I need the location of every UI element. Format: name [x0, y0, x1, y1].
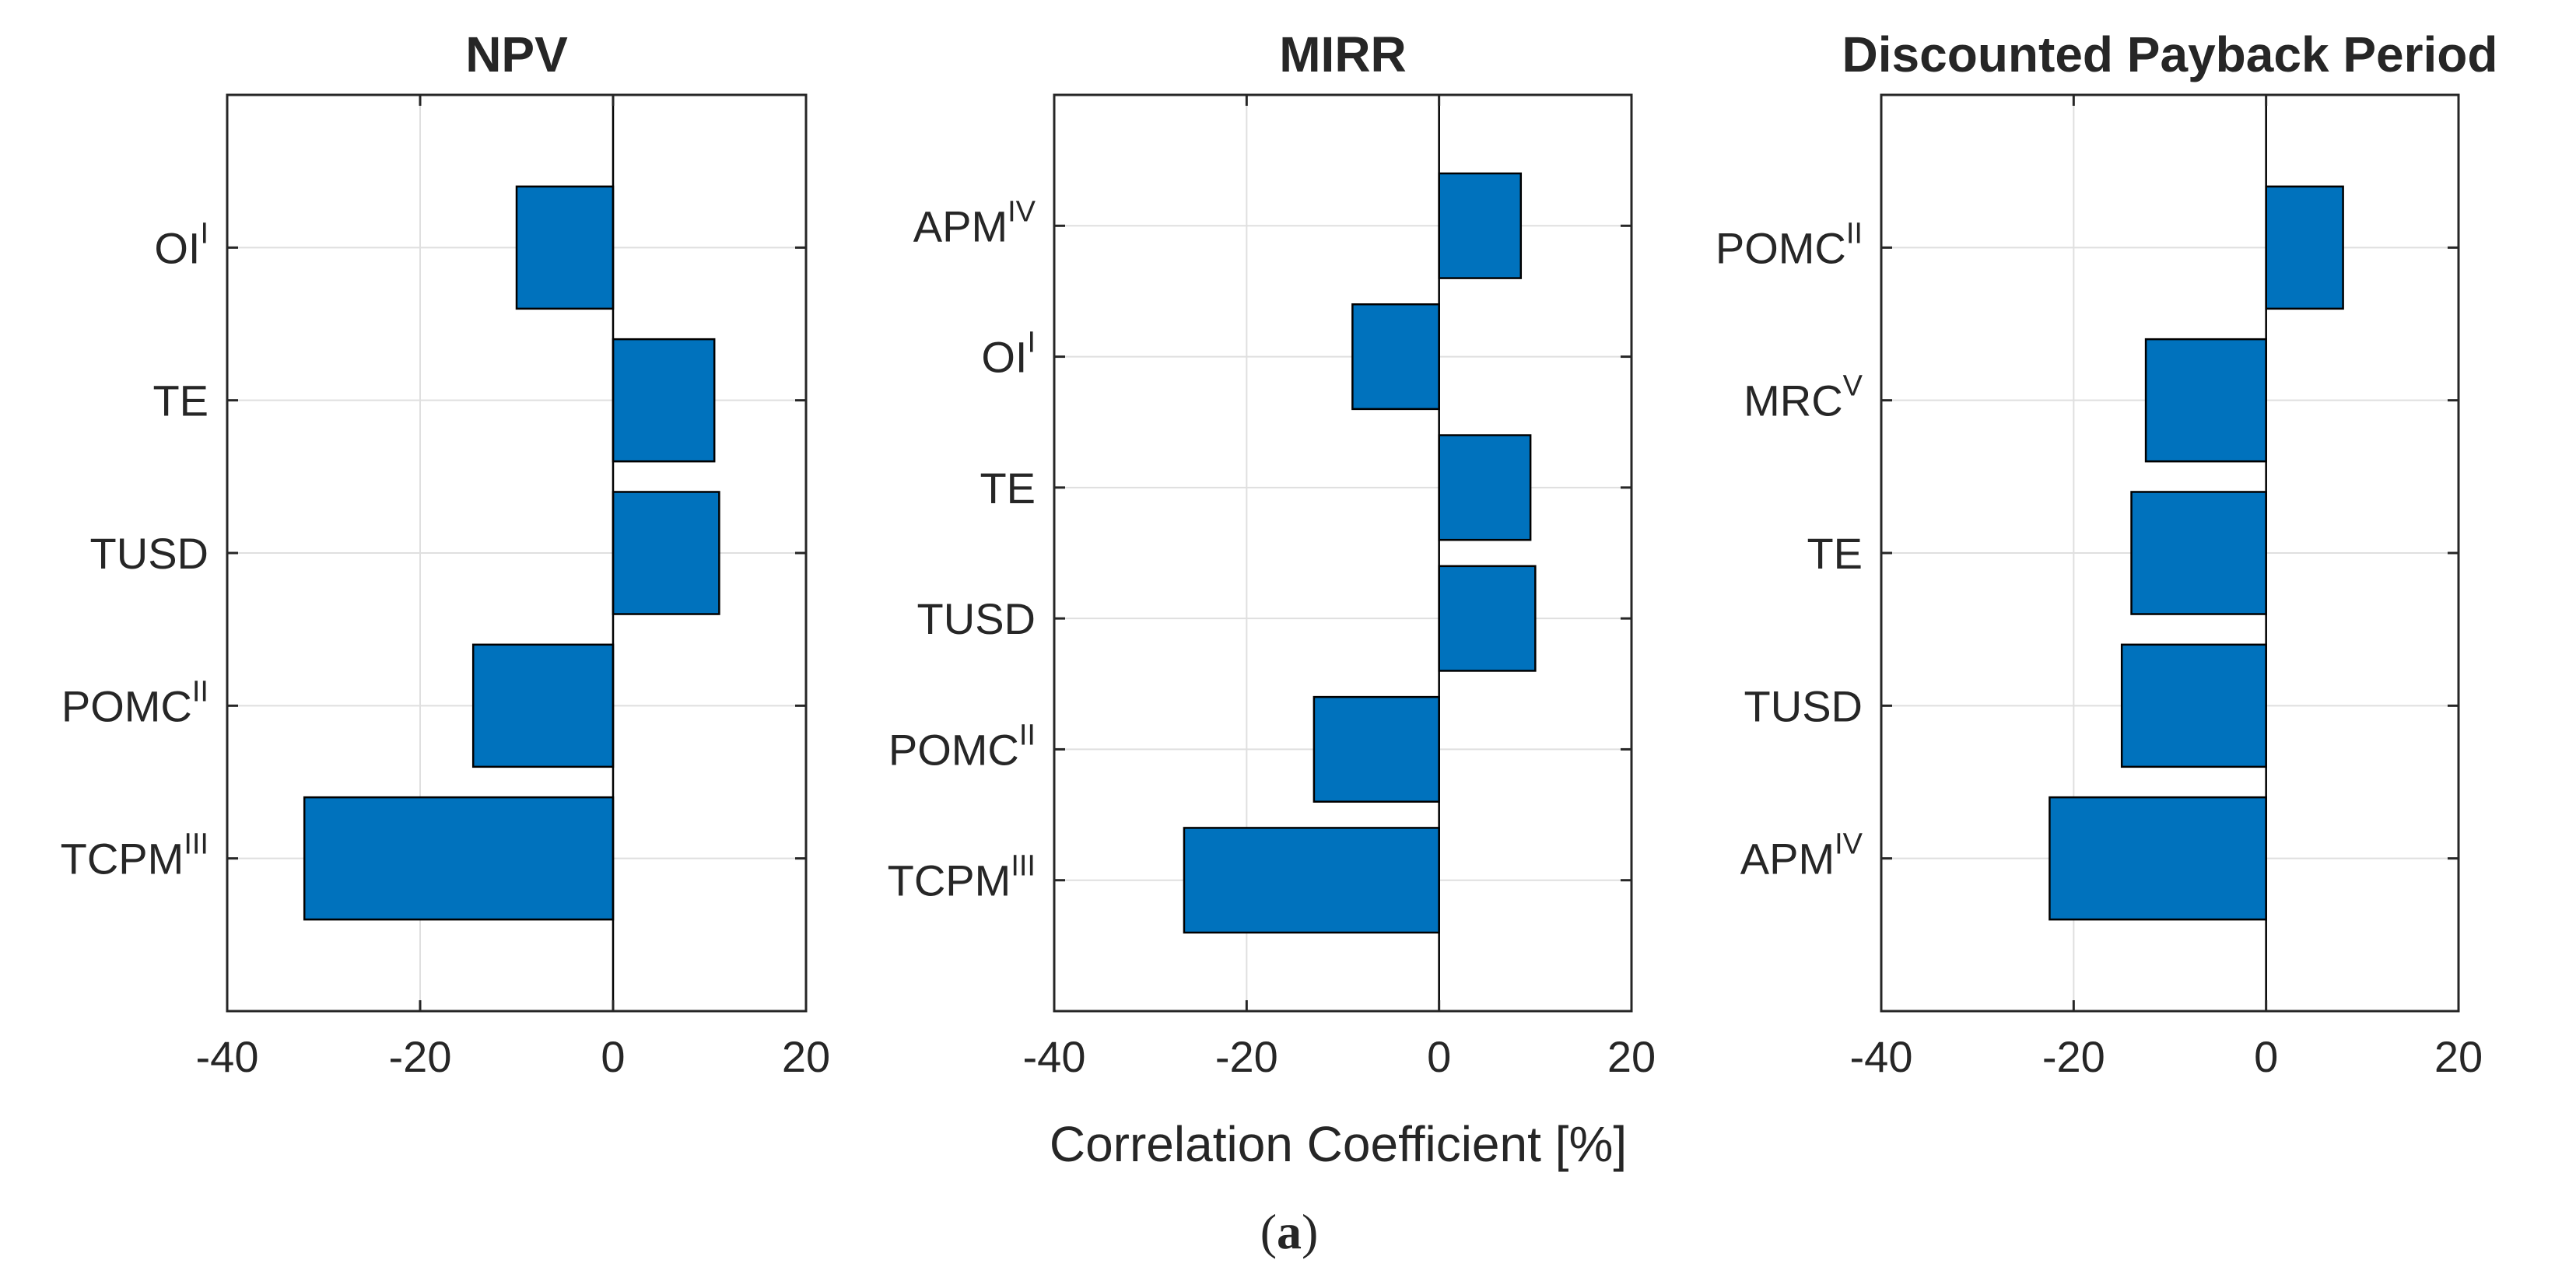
x-tick-label: 0 — [2254, 1032, 2278, 1081]
x-tick-label: -40 — [1850, 1032, 1913, 1081]
bar-pomc — [2265, 185, 2344, 310]
x-tick-label: 20 — [2434, 1032, 2483, 1081]
category-name: POMC — [1716, 223, 1846, 272]
category-label: POMCII — [1716, 217, 1863, 272]
figure-caption: (a) — [1260, 1204, 1319, 1259]
category-label: TE — [152, 376, 209, 425]
category-label: TE — [980, 464, 1036, 513]
x-tick-label: 20 — [1607, 1032, 1656, 1081]
category-name: MRC — [1744, 376, 1843, 425]
category-name: TCPM — [888, 856, 1011, 905]
category-label: POMCII — [888, 719, 1036, 774]
bar-pomc — [1313, 695, 1440, 803]
bar-mrc — [2144, 338, 2267, 463]
category-name: POMC — [61, 681, 192, 730]
bar-pomc — [471, 643, 615, 768]
x-tick-label: -20 — [389, 1032, 452, 1081]
category-name: TE — [1807, 529, 1863, 578]
caption-close: ) — [1302, 1204, 1318, 1259]
x-tick-label: 20 — [782, 1032, 830, 1081]
bar-oi — [1351, 303, 1440, 411]
bar-apm — [2049, 796, 2267, 921]
category-label: TUSD — [917, 594, 1036, 643]
category-name: TUSD — [1744, 681, 1863, 730]
x-tick-label: 0 — [1427, 1032, 1451, 1081]
category-superscript: IV — [1835, 828, 1863, 861]
panel-3: -40 -20 0 20 POMCII MRCV TE TUSD APMIV Discounted… — [1716, 26, 2498, 1081]
category-superscript: III — [1011, 850, 1036, 883]
caption-open: ( — [1260, 1204, 1277, 1259]
category-label: APMIV — [1740, 828, 1863, 884]
category-name: TUSD — [90, 529, 209, 578]
category-name: TCPM — [61, 835, 184, 884]
category-label: OII — [154, 217, 209, 272]
bar-apm — [1438, 172, 1523, 279]
category-name: APM — [913, 201, 1008, 250]
x-tick-label: 0 — [601, 1032, 625, 1081]
caption-letter: a — [1277, 1204, 1302, 1259]
category-name: APM — [1740, 835, 1835, 884]
bar-tcpm — [1183, 827, 1440, 934]
category-label: TCPMIII — [888, 850, 1036, 905]
category-superscript: V — [1843, 370, 1863, 403]
panel-title: Discounted Payback Period — [1842, 26, 2498, 82]
x-tick-label: -40 — [1023, 1032, 1086, 1081]
category-superscript: IV — [1008, 195, 1036, 228]
bar-te — [612, 338, 716, 463]
category-superscript: II — [1019, 719, 1036, 751]
bar-te — [1438, 434, 1532, 541]
category-superscript: II — [1846, 217, 1863, 250]
category-superscript: I — [1027, 327, 1036, 359]
x-tick-label: -20 — [1215, 1032, 1278, 1081]
category-superscript: III — [184, 828, 209, 861]
category-label: TUSD — [90, 529, 209, 578]
category-name: TE — [980, 464, 1036, 513]
category-superscript: I — [200, 217, 209, 250]
category-name: TUSD — [917, 594, 1036, 643]
bar-te — [2130, 491, 2267, 615]
panel-title: MIRR — [1279, 26, 1407, 82]
category-name: OI — [981, 333, 1027, 382]
bar-tusd — [612, 491, 720, 615]
x-axis-label: Correlation Coefficient [%] — [1050, 1116, 1627, 1172]
category-label: TCPMIII — [61, 828, 209, 884]
category-label: APMIV — [913, 195, 1036, 250]
axes-box — [1053, 93, 1633, 1013]
category-label: MRCV — [1744, 370, 1863, 425]
category-label: TUSD — [1744, 681, 1863, 730]
category-label: TE — [1807, 529, 1863, 578]
bar-oi — [515, 185, 615, 310]
panel-title: NPV — [465, 26, 568, 82]
bar-tcpm — [303, 796, 615, 921]
category-name: OI — [154, 223, 200, 272]
category-name: TE — [152, 376, 209, 425]
category-superscript: II — [192, 675, 209, 708]
bar-tusd — [2120, 643, 2267, 768]
category-label: POMCII — [61, 675, 209, 730]
x-tick-label: -40 — [196, 1032, 259, 1081]
bar-tusd — [1438, 565, 1537, 672]
category-name: POMC — [888, 725, 1019, 774]
x-tick-label: -20 — [2042, 1032, 2105, 1081]
category-label: OII — [981, 327, 1036, 382]
